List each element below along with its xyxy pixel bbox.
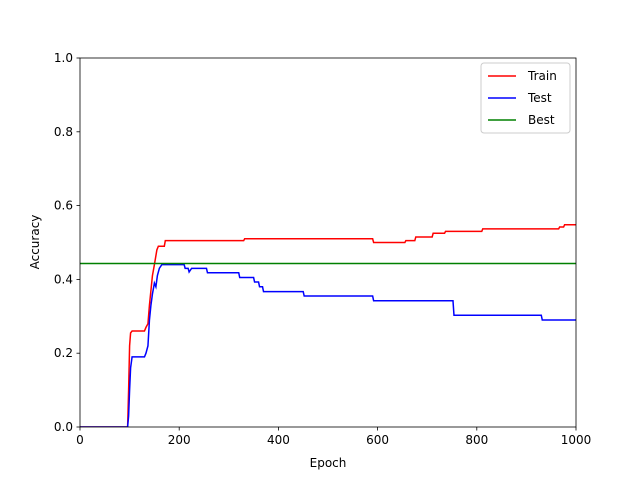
y-tick-label: 0.6 xyxy=(54,199,73,213)
legend-box xyxy=(480,62,571,134)
axes: 0 200 400 600 800 1000 0.0 0.2 0.4 0.6 0.8 1.0 xyxy=(54,51,591,447)
x-tick-label: 800 xyxy=(465,433,488,447)
y-tick-label: 0.4 xyxy=(54,272,73,286)
series-line-train xyxy=(80,224,576,427)
series-line-test xyxy=(80,263,576,427)
legend-label-train: Train xyxy=(527,69,557,83)
x-tick-label: 1000 xyxy=(561,433,592,447)
x-tick-label: 0 xyxy=(76,433,84,447)
y-tick-label: 0.8 xyxy=(54,125,73,139)
legend-label-best: Best xyxy=(528,113,555,127)
plot-frame xyxy=(79,57,577,428)
y-tick-label: 0.2 xyxy=(54,346,73,360)
x-tick-label: 600 xyxy=(366,433,389,447)
legend: Train Test Best xyxy=(480,62,571,134)
plot-area xyxy=(80,224,576,427)
legend-label-test: Test xyxy=(527,91,552,105)
x-axis-label: Epoch xyxy=(310,456,347,470)
x-tick-label: 400 xyxy=(267,433,290,447)
y-tick-label: 0.0 xyxy=(54,420,73,434)
y-axis-label: Accuracy xyxy=(28,215,42,270)
x-tick-label: 200 xyxy=(168,433,191,447)
y-tick-label: 1.0 xyxy=(54,51,73,65)
